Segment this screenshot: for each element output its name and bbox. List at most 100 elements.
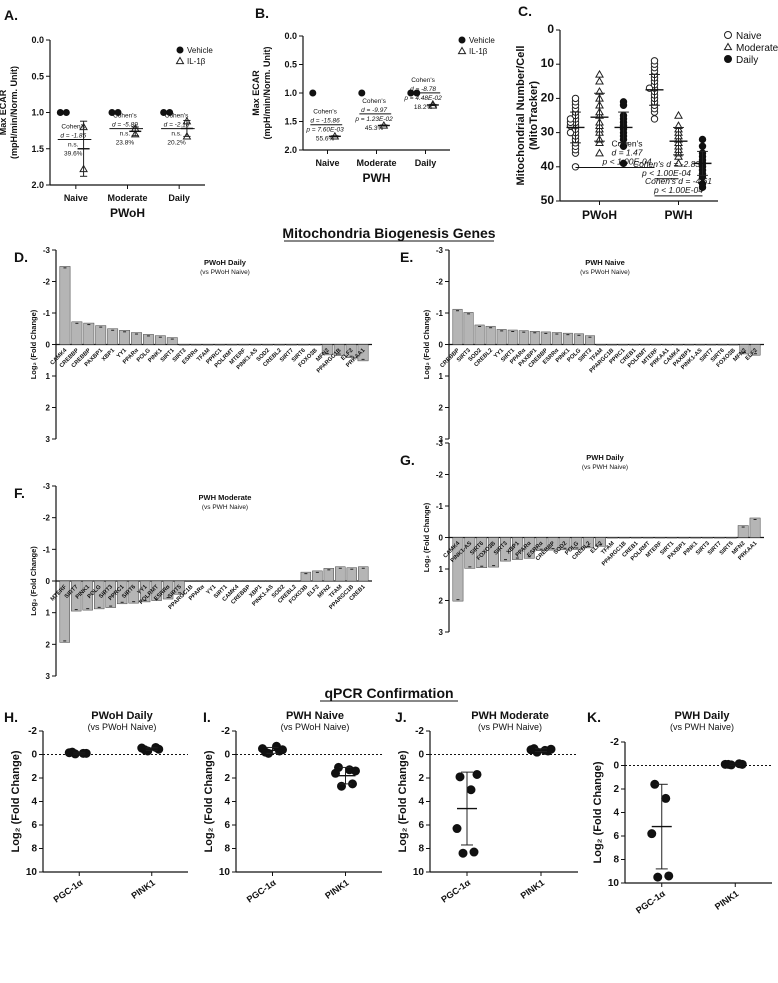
- bar: [662, 344, 673, 346]
- annotation-text: d = -1.85: [60, 133, 86, 140]
- data-point: [351, 766, 360, 776]
- bar: [678, 537, 690, 539]
- y-axis-title: (mpH/min/Norm. Unit): [9, 66, 19, 159]
- bar: [714, 537, 725, 539]
- annotation-text: 20.2%: [167, 140, 186, 147]
- y-tick-label: 4: [418, 797, 424, 808]
- bar: [71, 580, 82, 612]
- annotation-text: d = 1.47: [612, 147, 643, 157]
- bar: [642, 537, 654, 539]
- bar: [335, 566, 346, 582]
- annotation-p: p < 1.00E-04: [653, 185, 703, 195]
- annotation-text: 45.3%: [365, 125, 384, 132]
- y-tick-label: 2: [46, 404, 51, 413]
- y-tick-label: 10: [413, 867, 425, 878]
- bar: [500, 537, 511, 562]
- bar: [496, 329, 507, 345]
- bar: [312, 570, 323, 582]
- bar: [131, 332, 142, 345]
- y-tick-label: 10: [608, 878, 620, 889]
- vehicle-point: [166, 109, 174, 116]
- y-tick-label: 2: [46, 640, 51, 649]
- bar: [630, 537, 642, 539]
- legend-marker: [723, 42, 733, 51]
- chart-title: PWH Moderate: [199, 493, 252, 502]
- y-tick-label: 3: [439, 628, 444, 637]
- panel-G: G.-3-2-10123CAMK4PINK1-ASSIRT6FOXO3BSIRT…: [400, 439, 764, 637]
- x-tick-label: Daily: [168, 193, 190, 203]
- bar: [323, 568, 335, 582]
- y-tick-label: -3: [436, 246, 444, 255]
- y-tick-label: 0: [224, 750, 230, 761]
- x-tick-label: Daily: [415, 158, 437, 168]
- bar: [185, 580, 197, 582]
- y-axis-title: Log₂ (Fold Change): [10, 750, 22, 852]
- bar: [571, 537, 583, 550]
- annotation-text: Cohen's: [165, 113, 189, 120]
- data-point: [472, 769, 482, 779]
- data-point: [452, 824, 462, 834]
- chart-subtitle: (vs PWH Naive): [202, 504, 248, 511]
- bar: [618, 537, 630, 539]
- y-tick-label: 2: [418, 773, 424, 784]
- annotation-p: p < 1.00E-04: [602, 156, 652, 166]
- data-point: [261, 747, 270, 757]
- annotation-text: d = -15.86: [310, 118, 340, 125]
- panel-label: B.: [255, 5, 269, 21]
- bar: [243, 580, 254, 582]
- bar: [238, 344, 250, 346]
- bar: [139, 580, 151, 603]
- y-tick-label: -2: [610, 737, 619, 748]
- panel-B: B. 0.0 0.5 1.0 1.5 2.0 Naive Moderate Daily PWH Ma…: [251, 5, 495, 185]
- y-tick-label: -3: [436, 439, 444, 448]
- annotation-text: Cohen's: [362, 98, 386, 105]
- bar: [254, 580, 266, 582]
- chart-subtitle: (vs PWoH Naive): [580, 269, 630, 276]
- y-tick-label: 10: [541, 56, 555, 70]
- data-point-naive: [650, 115, 659, 123]
- chart-subtitle: (vs PWoH Naive): [88, 722, 157, 732]
- bar: [476, 537, 488, 568]
- panel-label: K.: [587, 709, 601, 725]
- bar: [105, 580, 116, 608]
- annotation-text: p = 4.48E-02: [403, 95, 442, 102]
- y-tick-label: 0: [547, 22, 554, 36]
- bar: [300, 571, 312, 582]
- annotation-text: Cohen's d = -2.83: [633, 159, 700, 169]
- annotation-text: Cohen's: [61, 124, 85, 131]
- y-tick-label: 0: [439, 534, 444, 543]
- y-tick-label: 1.5: [284, 117, 297, 127]
- data-point-moderate: [674, 110, 683, 119]
- bar: [618, 344, 629, 346]
- bar: [178, 344, 190, 346]
- y-axis-title: (MitoTracker): [528, 81, 540, 150]
- annotation-text: p = 1.23E-02: [354, 116, 393, 123]
- x-tick-label: PINK1: [519, 877, 546, 900]
- bar: [595, 537, 606, 547]
- vehicle-point: [114, 109, 122, 116]
- legend-label: Daily: [736, 55, 758, 66]
- data-point-moderate: [595, 76, 604, 85]
- y-tick-label: 1: [46, 609, 51, 618]
- data-point: [653, 872, 663, 882]
- bar: [128, 580, 139, 604]
- y-tick-label: 6: [418, 820, 424, 831]
- legend-marker-vehicle: [458, 36, 466, 44]
- data-point: [458, 848, 468, 858]
- y-tick-label: 2: [613, 784, 619, 795]
- x-tick-label: PWoH: [582, 208, 617, 222]
- bar: [573, 333, 584, 345]
- data-point: [546, 744, 556, 754]
- annotation-text: Cohen's: [113, 113, 137, 120]
- panel-label: D.: [14, 249, 28, 265]
- y-tick-label: 6: [613, 831, 619, 842]
- bar: [640, 344, 651, 346]
- bar: [262, 344, 274, 346]
- bar: [357, 344, 369, 362]
- x-axis-title: PWH: [363, 171, 391, 185]
- bar: [673, 344, 684, 346]
- bar: [749, 517, 761, 538]
- bar: [190, 344, 202, 346]
- y-axis-title: Log₂ (Fold Change): [422, 309, 431, 379]
